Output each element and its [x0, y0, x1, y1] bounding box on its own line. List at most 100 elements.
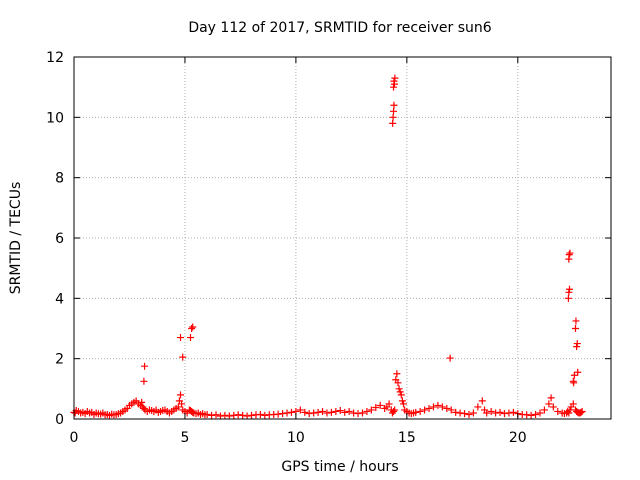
data-point: [391, 74, 399, 82]
data-point: [412, 408, 420, 416]
data-point: [140, 377, 148, 385]
data-point: [573, 343, 581, 351]
data-point: [565, 409, 573, 417]
data-point: [505, 409, 513, 417]
data-point: [323, 409, 331, 417]
data-point: [452, 408, 460, 416]
data-point: [429, 403, 437, 411]
data-point: [500, 410, 508, 418]
data-point: [354, 410, 362, 418]
data-point: [446, 354, 454, 362]
data-point: [314, 408, 322, 416]
axis-ticks: 0 5 10 15 20 0 2 4 6 8 10 12: [46, 50, 611, 446]
data-point: [341, 408, 349, 416]
data-point: [469, 409, 477, 417]
data-point: [443, 404, 451, 412]
y-tick-label: 6: [55, 231, 64, 247]
data-point: [234, 411, 242, 419]
data-point: [230, 411, 238, 419]
data-point: [389, 119, 397, 127]
data-point: [179, 353, 187, 361]
data-point: [523, 411, 531, 419]
data-point: [540, 406, 548, 414]
data-point: [478, 397, 486, 405]
x-axis-label: GPS time / hours: [281, 459, 398, 475]
data-point: [577, 408, 585, 416]
data-point: [203, 410, 211, 418]
data-point: [279, 410, 287, 418]
data-point: [554, 407, 562, 415]
data-point: [570, 379, 578, 387]
data-point: [358, 409, 366, 417]
data-point: [363, 407, 371, 415]
data-point: [532, 410, 540, 418]
data-point: [283, 409, 291, 417]
data-point: [216, 412, 224, 420]
gridlines: [74, 57, 611, 419]
y-axis-label: SRMTID / TECUs: [8, 182, 24, 295]
data-point: [141, 362, 149, 370]
data-point: [456, 409, 464, 417]
data-point: [390, 83, 398, 91]
data-point: [385, 400, 393, 408]
y-tick-label: 2: [55, 352, 64, 368]
data-point: [177, 391, 185, 399]
data-point: [438, 403, 446, 411]
y-tick-label: 10: [46, 110, 64, 126]
y-tick-label: 12: [46, 50, 64, 66]
data-point: [487, 407, 495, 415]
data-point: [390, 407, 398, 415]
data-point: [287, 408, 295, 416]
data-point: [570, 371, 578, 379]
data-point: [390, 107, 398, 115]
x-tick-label: 15: [398, 430, 416, 446]
data-point: [332, 407, 340, 415]
data-point: [305, 410, 313, 418]
data-point: [261, 411, 269, 419]
data-point: [248, 411, 256, 419]
data-point: [509, 408, 517, 416]
data-point: [138, 398, 146, 406]
data-point: [566, 285, 574, 293]
data-point: [390, 80, 398, 88]
data-point: [243, 412, 251, 420]
data-point: [574, 368, 582, 376]
data-point: [425, 404, 433, 412]
data-point: [434, 401, 442, 409]
data-point: [221, 411, 229, 419]
x-tick-label: 5: [180, 430, 189, 446]
data-point: [564, 294, 572, 302]
x-tick-label: 0: [70, 430, 79, 446]
data-point: [395, 385, 403, 393]
data-point: [350, 409, 358, 417]
data-point: [310, 409, 318, 417]
data-point: [376, 401, 384, 409]
data-point: [549, 403, 557, 411]
data-point: [296, 406, 304, 414]
data-point: [189, 323, 197, 331]
data-point: [400, 400, 408, 408]
data-point: [394, 379, 402, 387]
data-point: [474, 403, 482, 411]
data-point: [189, 408, 197, 416]
data-point: [578, 407, 586, 415]
data-point: [565, 251, 573, 259]
data-point: [536, 409, 544, 417]
data-point: [186, 334, 194, 342]
data-point: [390, 101, 398, 109]
data-point: [447, 406, 455, 414]
data-point: [571, 325, 579, 332]
data-point: [527, 411, 535, 419]
data-point: [421, 406, 429, 414]
data-point: [569, 400, 577, 408]
data-point: [319, 407, 327, 415]
data-point: [140, 404, 148, 412]
data-point: [391, 406, 399, 414]
data-point: [345, 407, 353, 415]
data-point: [239, 411, 247, 419]
data-point: [367, 406, 375, 414]
data-point: [398, 397, 406, 405]
data-point: [274, 410, 282, 418]
